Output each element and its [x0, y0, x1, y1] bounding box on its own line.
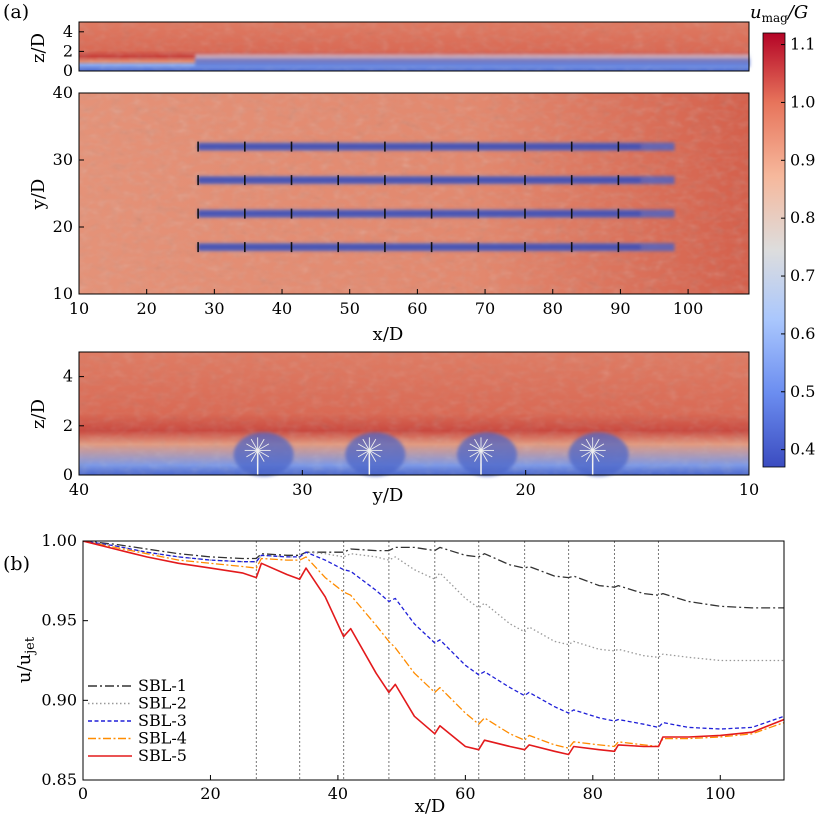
top-view-xtick-label: 20 — [136, 299, 156, 318]
top-view-xtick-label: 30 — [204, 299, 224, 318]
rotor-wake — [345, 432, 406, 477]
front-view-yticks: 0 2 4 — [63, 367, 84, 484]
chart-xtick-label: 0 — [78, 784, 88, 803]
wake-core — [198, 178, 641, 183]
chart-xlabel: x/D — [415, 796, 446, 817]
front-view-xtick-label: 30 — [292, 480, 312, 499]
side-view-ytick-label: 4 — [63, 22, 73, 41]
top-view-xtick-label: 70 — [475, 299, 495, 318]
legend-label: SBL-5 — [138, 746, 187, 765]
side-view-ytick-label: 0 — [63, 61, 73, 80]
top-view-yticks: 10 20 30 40 — [53, 83, 84, 303]
top-view-ytick-label: 20 — [53, 217, 73, 236]
series-line-sbl-3 — [83, 541, 784, 730]
chart-xtick-label: 100 — [705, 784, 736, 803]
front-view-ytick-label: 2 — [63, 416, 73, 435]
colorbar: umag/G 1.1 1.0 0.9 0.8 0.7 0.6 0.5 0.4 — [750, 2, 815, 468]
top-view-xtick-label: 90 — [610, 299, 630, 318]
top-view-turbulence — [79, 93, 749, 294]
top-view-wakes — [198, 142, 675, 252]
rotor-icon — [356, 437, 383, 475]
colorbar-gradient — [762, 32, 786, 468]
rotor-icon — [579, 437, 606, 475]
colorbar-tick-label: 1.1 — [790, 35, 815, 54]
legend-label: SBL-1 — [138, 676, 187, 695]
front-view-xtick-label: 10 — [739, 480, 759, 499]
colorbar-tick-label: 1.0 — [790, 92, 815, 111]
rotor-wake — [233, 432, 294, 477]
rotor-wake — [457, 432, 517, 477]
front-view-xtick-label: 20 — [515, 480, 535, 499]
top-view: 10 20 30 40 50 60 70 80 90 100 10 20 30 40 x/D y/D — [28, 83, 750, 345]
colorbar-ticks: 1.1 1.0 0.9 0.8 0.7 0.6 0.5 0.4 — [781, 35, 815, 459]
chart-xtick-label: 20 — [200, 784, 220, 803]
wake-core — [198, 144, 641, 149]
top-view-xtick-label: 100 — [673, 299, 704, 318]
colorbar-tick-label: 0.8 — [790, 208, 815, 227]
front-view: 40 30 20 10 0 2 4 y/D z/D — [28, 351, 759, 506]
panel-b-label: (b) — [3, 553, 30, 575]
top-view-xtick-label: 40 — [272, 299, 292, 318]
top-view-ytick-label: 40 — [53, 83, 73, 102]
top-view-xticks: 10 20 30 40 50 60 70 80 90 100 — [69, 289, 704, 318]
rotor-icon — [244, 437, 271, 475]
top-view-xlabel: x/D — [373, 324, 404, 345]
chart-xtick-label: 80 — [583, 784, 603, 803]
rotor-wake — [568, 432, 629, 477]
series-line-sbl-4 — [83, 541, 784, 749]
chart-xtick-label: 60 — [455, 784, 475, 803]
wake-core — [198, 211, 641, 216]
top-view-xtick-label: 80 — [543, 299, 563, 318]
front-view-rotors — [244, 437, 606, 475]
front-view-xticks: 40 30 20 10 — [69, 470, 759, 499]
line-chart: 0 20 40 60 80 100 0.85 0.90 0.95 1.00 x/D u/ujet… — [14, 531, 785, 817]
wake-core — [198, 245, 641, 250]
panel-a-label: (a) — [3, 1, 29, 23]
chart-yticks: 0.85 0.90 0.95 1.00 — [41, 531, 88, 789]
top-view-ytick-label: 30 — [53, 150, 73, 169]
chart-ytick-label: 0.85 — [41, 770, 77, 789]
chart-xticks: 0 20 40 60 80 100 — [78, 775, 736, 803]
front-view-xlabel: y/D — [372, 485, 404, 506]
top-view-ylabel: y/D — [28, 179, 49, 211]
front-view-xtick-label: 40 — [69, 480, 89, 499]
front-view-wakes — [233, 432, 629, 477]
side-view-yticks: 024 — [63, 22, 84, 80]
front-view-ylabel: z/D — [28, 399, 49, 429]
side-view-ylabel: z/D — [28, 33, 49, 63]
legend-label: SBL-4 — [138, 729, 187, 748]
colorbar-title: umag/G — [750, 2, 808, 25]
top-view-xtick-label: 10 — [69, 299, 89, 318]
legend-label: SBL-3 — [138, 711, 187, 730]
chart-ytick-label: 0.90 — [41, 690, 77, 709]
colorbar-tick-label: 0.6 — [790, 324, 815, 343]
top-view-xtick-label: 60 — [407, 299, 427, 318]
front-view-turbulence — [79, 352, 749, 475]
chart-series — [83, 541, 784, 756]
chart-ytick-label: 0.95 — [41, 611, 77, 630]
rotor-icon — [468, 437, 494, 475]
top-view-xtick-label: 50 — [340, 299, 360, 318]
top-view-ytick-label: 10 — [53, 284, 73, 303]
series-line-sbl-5 — [83, 541, 784, 756]
chart-plot-area — [82, 540, 785, 781]
colorbar-tick-label: 0.7 — [790, 266, 815, 285]
colorbar-tick-label: 0.4 — [790, 440, 815, 459]
colorbar-tick-label: 0.9 — [790, 150, 815, 169]
series-line-sbl-1 — [83, 541, 784, 609]
side-view-ytick-label: 2 — [63, 41, 73, 60]
front-view-ytick-label: 4 — [63, 367, 73, 386]
legend-label: SBL-2 — [138, 694, 187, 713]
chart-xtick-label: 40 — [328, 784, 348, 803]
colorbar-tick-label: 0.5 — [790, 382, 815, 401]
side-view-wake-band — [195, 54, 750, 67]
top-view-turbines — [197, 141, 620, 253]
chart-ytick-label: 1.00 — [41, 531, 77, 550]
chart-ylabel: u/ujet — [14, 636, 38, 683]
side-view: 024 z/D — [28, 21, 750, 80]
front-view-ytick-label: 0 — [63, 465, 73, 484]
